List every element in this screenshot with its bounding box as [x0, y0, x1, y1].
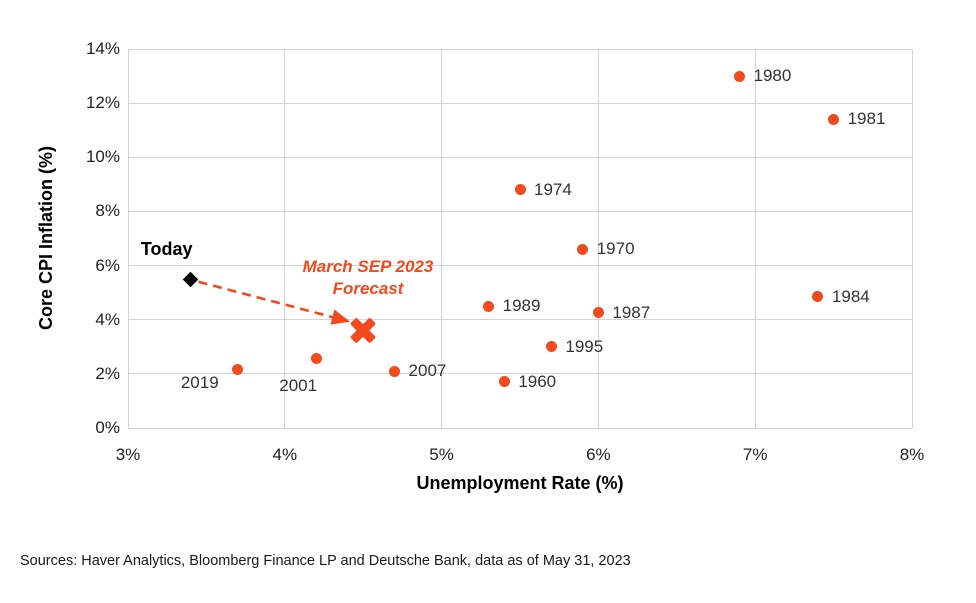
data-point-1995 [545, 341, 557, 353]
gridline-horizontal [128, 427, 912, 429]
today-marker-diamond [182, 271, 199, 287]
y-tick-label: 0% [95, 418, 120, 437]
y-tick-label: 6% [95, 255, 120, 275]
x-tick-label: 7% [742, 445, 768, 464]
y-tick-label: 10% [85, 147, 120, 167]
point-label-1995: 1995 [565, 336, 604, 356]
y-tick-label: 8% [95, 201, 120, 221]
data-point-1984 [812, 291, 824, 303]
x-tick-label: 4% [272, 445, 298, 464]
y-tick-label: 14% [85, 39, 120, 58]
point-label-1987: 1987 [612, 302, 651, 322]
x-tick-label: 6% [586, 445, 611, 464]
data-point-1980 [734, 70, 746, 82]
gridline-horizontal [128, 48, 912, 50]
x-axis-title: Unemployment Rate (%) [416, 473, 624, 493]
gridline-horizontal [128, 210, 912, 212]
gridline-horizontal [128, 265, 912, 267]
forecast-label: March SEP 2023 Forecast [302, 257, 434, 298]
source-note: Sources: Haver Analytics, Bloomberg Fina… [20, 553, 631, 569]
point-label-1974: 1974 [534, 179, 572, 199]
data-point-1987 [592, 307, 604, 319]
gridline-horizontal [128, 102, 912, 104]
gridline-vertical [441, 49, 443, 428]
forecast-marker-x [349, 317, 377, 345]
gridline-horizontal [128, 156, 912, 158]
data-point-1970 [577, 243, 589, 255]
gridline-horizontal [128, 319, 912, 321]
point-label-2019: 2019 [180, 372, 219, 392]
data-point-1960 [498, 376, 510, 388]
y-axis-title: Core CPI Inflation (%) [36, 146, 56, 330]
gridline-vertical [754, 49, 756, 428]
data-point-2001 [310, 353, 322, 365]
today-label: Today [140, 239, 193, 260]
y-tick-label: 4% [95, 309, 120, 329]
data-point-1974 [514, 184, 526, 196]
data-point-2019 [232, 364, 244, 376]
point-label-1984: 1984 [831, 286, 870, 306]
x-tick-label: 3% [115, 445, 141, 464]
data-point-2007 [389, 365, 401, 377]
gridline-horizontal [128, 373, 912, 375]
point-label-1980: 1980 [753, 66, 792, 86]
x-tick-label: 8% [899, 445, 925, 464]
gridline-vertical [284, 49, 286, 428]
point-label-2001: 2001 [279, 375, 318, 395]
gridline-vertical [911, 49, 913, 428]
point-label-1970: 1970 [596, 239, 635, 259]
point-label-1981: 1981 [847, 109, 886, 129]
point-label-2007: 2007 [408, 361, 447, 381]
point-label-1989: 1989 [502, 296, 541, 316]
data-point-1981 [828, 113, 840, 125]
gridline-vertical [127, 49, 129, 428]
x-tick-label: 5% [429, 445, 454, 464]
point-label-1960: 1960 [518, 371, 557, 391]
y-tick-label: 2% [95, 363, 120, 383]
data-point-1989 [483, 300, 495, 312]
gridline-vertical [597, 49, 599, 428]
y-tick-label: 12% [85, 93, 120, 113]
